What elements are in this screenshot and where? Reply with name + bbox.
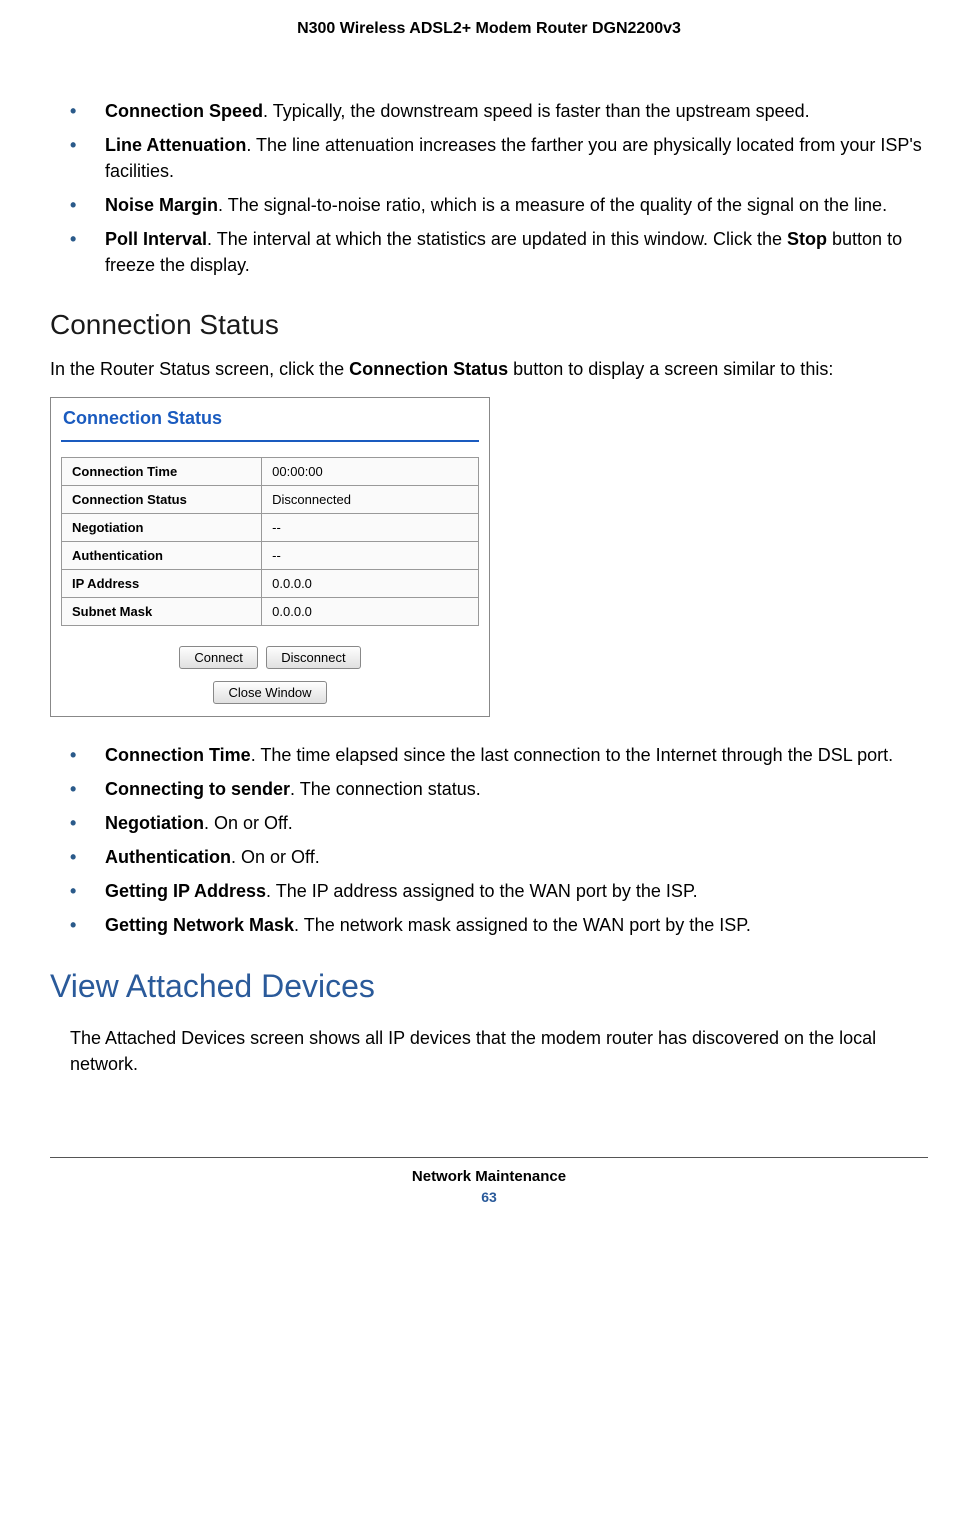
row-value: 0.0.0.0 [262, 597, 479, 625]
row-label: Subnet Mask [62, 597, 262, 625]
term: Getting IP Address [105, 881, 266, 901]
term: Connecting to sender [105, 779, 290, 799]
list-item: Authentication. On or Off. [50, 844, 928, 870]
row-value: -- [262, 513, 479, 541]
status-table: Connection Time00:00:00 Connection Statu… [61, 457, 479, 626]
term: Connection Speed [105, 101, 263, 121]
connect-button[interactable]: Connect [179, 646, 257, 669]
term-desc: . The IP address assigned to the WAN por… [266, 881, 698, 901]
table-row: Subnet Mask0.0.0.0 [62, 597, 479, 625]
title-rule [61, 440, 479, 442]
term-desc: . The interval at which the statistics a… [207, 229, 787, 249]
term: Connection Time [105, 745, 251, 765]
list-item: Noise Margin. The signal-to-noise ratio,… [50, 192, 928, 218]
disconnect-button[interactable]: Disconnect [266, 646, 360, 669]
footer-rule [50, 1157, 928, 1158]
list-item: Connection Speed. Typically, the downstr… [50, 98, 928, 124]
term: Getting Network Mask [105, 915, 294, 935]
row-label: Negotiation [62, 513, 262, 541]
list-item: Connection Time. The time elapsed since … [50, 742, 928, 768]
button-row-1: Connect Disconnect [51, 646, 489, 669]
row-value: 0.0.0.0 [262, 569, 479, 597]
row-label: Connection Time [62, 457, 262, 485]
document-title: N300 Wireless ADSL2+ Modem Router DGN220… [50, 20, 928, 38]
definitions-list-1: Connection Speed. Typically, the downstr… [50, 98, 928, 279]
footer-section-name: Network Maintenance [50, 1168, 928, 1185]
term: Noise Margin [105, 195, 218, 215]
screenshot-title: Connection Status [51, 398, 489, 435]
row-value: -- [262, 541, 479, 569]
section-heading-attached-devices: View Attached Devices [50, 968, 928, 1005]
row-value: 00:00:00 [262, 457, 479, 485]
button-row-2: Close Window [51, 681, 489, 704]
close-window-button[interactable]: Close Window [213, 681, 326, 704]
footer-page-number: 63 [50, 1189, 928, 1205]
term-desc: . The connection status. [290, 779, 481, 799]
term: Line Attenuation [105, 135, 246, 155]
table-row: Authentication-- [62, 541, 479, 569]
table-row: IP Address0.0.0.0 [62, 569, 479, 597]
term-desc: . The signal-to-noise ratio, which is a … [218, 195, 887, 215]
table-row: Connection Time00:00:00 [62, 457, 479, 485]
term: Negotiation [105, 813, 204, 833]
row-label: IP Address [62, 569, 262, 597]
list-item: Connecting to sender. The connection sta… [50, 776, 928, 802]
connection-status-screenshot: Connection Status Connection Time00:00:0… [50, 397, 490, 717]
intro-post: button to display a screen similar to th… [508, 359, 833, 379]
term: Poll Interval [105, 229, 207, 249]
intro-paragraph: In the Router Status screen, click the C… [50, 356, 928, 382]
attached-devices-body: The Attached Devices screen shows all IP… [50, 1025, 928, 1077]
term-desc: . On or Off. [231, 847, 320, 867]
row-label: Authentication [62, 541, 262, 569]
row-label: Connection Status [62, 485, 262, 513]
list-item: Getting IP Address. The IP address assig… [50, 878, 928, 904]
term: Authentication [105, 847, 231, 867]
list-item: Poll Interval. The interval at which the… [50, 226, 928, 278]
table-row: Negotiation-- [62, 513, 479, 541]
row-value: Disconnected [262, 485, 479, 513]
term-desc: . On or Off. [204, 813, 293, 833]
list-item: Getting Network Mask. The network mask a… [50, 912, 928, 938]
section-heading-connection-status: Connection Status [50, 309, 928, 341]
list-item: Line Attenuation. The line attenuation i… [50, 132, 928, 184]
term-desc: . The network mask assigned to the WAN p… [294, 915, 751, 935]
inline-bold: Stop [787, 229, 827, 249]
term-desc: . Typically, the downstream speed is fas… [263, 101, 810, 121]
table-row: Connection StatusDisconnected [62, 485, 479, 513]
definitions-list-2: Connection Time. The time elapsed since … [50, 742, 928, 939]
intro-pre: In the Router Status screen, click the [50, 359, 349, 379]
intro-bold: Connection Status [349, 359, 508, 379]
term-desc: . The time elapsed since the last connec… [251, 745, 893, 765]
list-item: Negotiation. On or Off. [50, 810, 928, 836]
